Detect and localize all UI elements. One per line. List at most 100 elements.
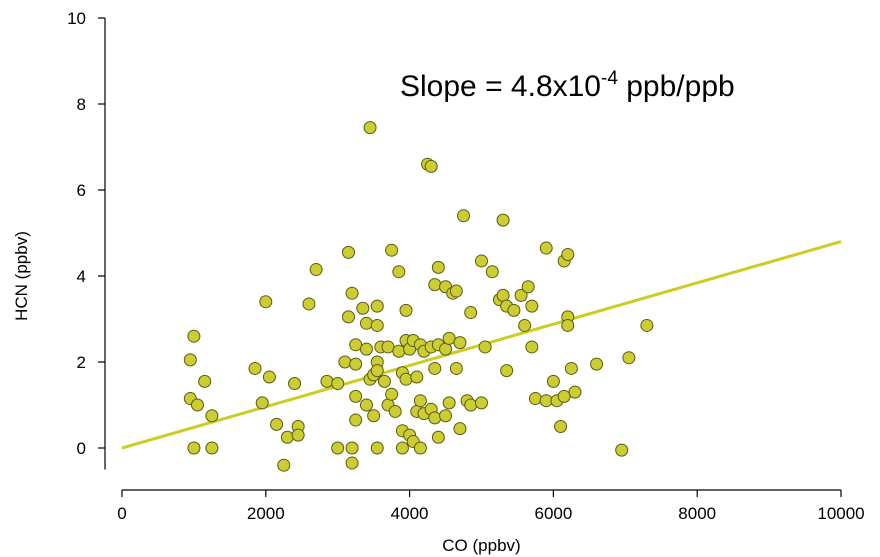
data-point [183, 353, 197, 367]
data-point [349, 338, 363, 352]
data-point [485, 265, 499, 279]
data-point [359, 398, 373, 412]
axes [104, 18, 841, 491]
data-point [521, 280, 535, 294]
data-point [349, 413, 363, 427]
data-point [349, 389, 363, 403]
data-point [345, 286, 359, 300]
data-point [514, 288, 528, 302]
data-point [367, 409, 381, 423]
data-point [413, 441, 427, 455]
data-point [205, 441, 219, 455]
data-point [341, 245, 355, 259]
data-point [385, 387, 399, 401]
data-point [381, 340, 395, 354]
data-point [413, 394, 427, 408]
data-point [496, 213, 510, 227]
data-point [410, 370, 424, 384]
data-point [564, 361, 578, 375]
data-point [539, 394, 553, 408]
data-point [475, 254, 488, 268]
data-point [341, 310, 355, 324]
data-point [449, 361, 463, 375]
data-point [280, 430, 294, 444]
data-point [370, 299, 384, 313]
y-tick-label: 2 [77, 353, 86, 372]
data-point [288, 377, 302, 390]
data-point [363, 121, 377, 135]
data-point [568, 385, 582, 399]
data-point [399, 372, 413, 386]
data-point [439, 409, 453, 423]
data-point [442, 331, 456, 345]
data-point [370, 441, 384, 455]
data-point [309, 263, 323, 277]
data-point [528, 392, 542, 406]
data-point [320, 374, 334, 388]
data-point [457, 209, 471, 223]
data-point [424, 159, 438, 173]
data-point [356, 301, 370, 315]
data-point [388, 404, 402, 418]
data-point [392, 344, 406, 358]
data-points [183, 121, 654, 472]
data-point [439, 342, 453, 356]
data-point [431, 430, 445, 444]
data-point [464, 306, 478, 320]
slope-annotation-prefix: Slope = 4.8x10 [400, 70, 601, 103]
x-tick-label: 6000 [534, 504, 572, 523]
data-point [525, 340, 539, 354]
y-tick-label: 10 [67, 9, 86, 28]
x-tick-label: 4000 [391, 504, 429, 523]
data-point [248, 361, 262, 375]
data-point [590, 357, 604, 371]
data-point [557, 389, 571, 403]
data-point [187, 441, 201, 455]
data-point [561, 248, 575, 261]
data-point [262, 370, 276, 384]
data-point [259, 295, 273, 309]
y-tick-label: 0 [77, 439, 86, 458]
data-point [561, 318, 575, 332]
slope-annotation-exponent: -4 [601, 68, 618, 89]
x-tick-label: 8000 [678, 504, 716, 523]
data-point [359, 342, 373, 356]
data-point [345, 456, 359, 470]
data-point [546, 374, 560, 388]
data-point [277, 458, 291, 472]
data-point [539, 241, 553, 255]
data-point [395, 441, 409, 455]
data-point [392, 265, 406, 279]
data-point [338, 355, 352, 369]
data-point [428, 411, 442, 425]
y-tick-label: 4 [77, 267, 86, 286]
data-point [255, 396, 269, 410]
data-point [640, 318, 654, 332]
data-point [377, 374, 391, 388]
y-tick-label: 8 [77, 95, 86, 114]
data-point [291, 428, 305, 442]
data-point [464, 398, 478, 412]
data-point [442, 396, 456, 410]
data-point [302, 297, 316, 311]
ticks: 0 2 4 6 8 10 0 2000 4000 6000 8000 10000 [67, 9, 865, 523]
data-point [431, 260, 445, 274]
data-point [453, 422, 467, 436]
data-point [507, 303, 521, 317]
y-tick-label: 6 [77, 181, 86, 200]
data-point [359, 316, 373, 330]
x-tick-label: 0 [117, 504, 126, 523]
data-point [622, 351, 636, 365]
data-point [385, 243, 399, 257]
data-point [475, 396, 488, 410]
x-tick-label: 10000 [817, 504, 864, 523]
data-point [190, 398, 204, 412]
x-axis-label: CO (ppbv) [442, 536, 520, 555]
data-point [615, 443, 629, 457]
data-point [554, 420, 568, 433]
data-point [370, 318, 384, 332]
data-point [198, 374, 212, 388]
data-point [453, 336, 467, 350]
data-point [518, 318, 532, 332]
